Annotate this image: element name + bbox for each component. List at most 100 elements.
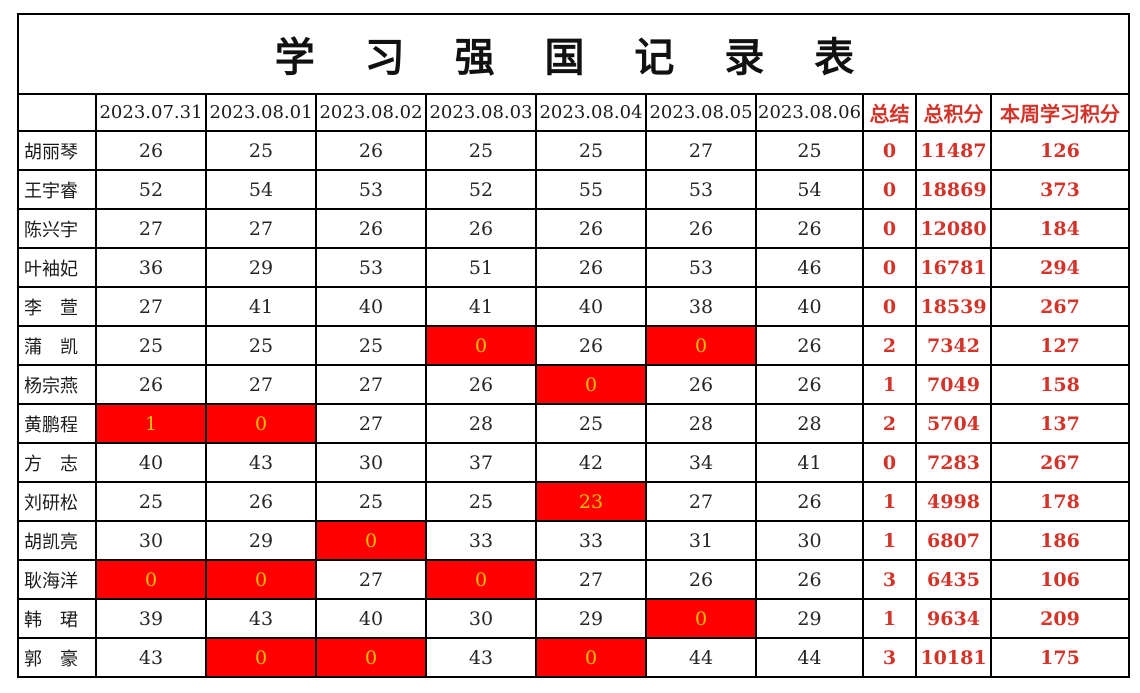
day-score-cell[interactable]: 26: [755, 481, 864, 522]
week-points-cell[interactable]: 184: [990, 208, 1130, 249]
name-cell[interactable]: 胡凯亮: [17, 520, 97, 561]
day-score-cell[interactable]: 29: [205, 247, 317, 288]
week-points-cell[interactable]: 373: [990, 169, 1130, 210]
day-score-cell[interactable]: 51: [425, 247, 537, 288]
column-header[interactable]: 本周学习积分: [990, 93, 1130, 132]
day-score-cell[interactable]: 26: [645, 559, 757, 600]
day-score-cell[interactable]: 0: [645, 325, 757, 366]
name-cell[interactable]: 郭 豪: [17, 637, 97, 678]
summary-cell[interactable]: 0: [862, 208, 917, 249]
name-cell[interactable]: 叶袖妃: [17, 247, 97, 288]
day-score-cell[interactable]: 25: [315, 481, 427, 522]
summary-cell[interactable]: 2: [862, 325, 917, 366]
day-score-cell[interactable]: 53: [315, 247, 427, 288]
day-score-cell[interactable]: 27: [205, 364, 317, 405]
day-score-cell[interactable]: 29: [755, 598, 864, 639]
summary-cell[interactable]: 0: [862, 130, 917, 171]
summary-cell[interactable]: 3: [862, 559, 917, 600]
day-score-cell[interactable]: 26: [755, 364, 864, 405]
day-score-cell[interactable]: 53: [645, 247, 757, 288]
day-score-cell[interactable]: 0: [205, 559, 317, 600]
day-score-cell[interactable]: 27: [315, 403, 427, 444]
name-cell[interactable]: 李 萱: [17, 286, 97, 327]
day-score-cell[interactable]: 54: [755, 169, 864, 210]
day-score-cell[interactable]: 29: [535, 598, 647, 639]
name-cell[interactable]: 刘研松: [17, 481, 97, 522]
day-score-cell[interactable]: 42: [535, 442, 647, 483]
day-score-cell[interactable]: 26: [425, 364, 537, 405]
summary-cell[interactable]: 0: [862, 169, 917, 210]
day-score-cell[interactable]: 0: [205, 403, 317, 444]
day-score-cell[interactable]: 33: [425, 520, 537, 561]
name-cell[interactable]: 胡丽琴: [17, 130, 97, 171]
day-score-cell[interactable]: 46: [755, 247, 864, 288]
day-score-cell[interactable]: 43: [205, 598, 317, 639]
total-points-cell[interactable]: 5704: [915, 403, 992, 444]
day-score-cell[interactable]: 43: [425, 637, 537, 678]
day-score-cell[interactable]: 26: [755, 208, 864, 249]
day-score-cell[interactable]: 27: [645, 130, 757, 171]
day-score-cell[interactable]: 23: [535, 481, 647, 522]
column-header[interactable]: 总积分: [915, 93, 992, 132]
summary-cell[interactable]: 0: [862, 286, 917, 327]
name-cell[interactable]: 耿海洋: [17, 559, 97, 600]
week-points-cell[interactable]: 209: [990, 598, 1130, 639]
day-score-cell[interactable]: 29: [205, 520, 317, 561]
day-score-cell[interactable]: 27: [95, 208, 207, 249]
day-score-cell[interactable]: 26: [755, 325, 864, 366]
day-score-cell[interactable]: 43: [95, 637, 207, 678]
day-score-cell[interactable]: 41: [425, 286, 537, 327]
day-score-cell[interactable]: 0: [425, 325, 537, 366]
day-score-cell[interactable]: 26: [645, 208, 757, 249]
day-score-cell[interactable]: 27: [315, 364, 427, 405]
day-score-cell[interactable]: 40: [315, 598, 427, 639]
column-header[interactable]: 2023.07.31: [95, 93, 207, 132]
day-score-cell[interactable]: 53: [645, 169, 757, 210]
column-header[interactable]: 总结: [862, 93, 917, 132]
day-score-cell[interactable]: 30: [95, 520, 207, 561]
total-points-cell[interactable]: 7283: [915, 442, 992, 483]
day-score-cell[interactable]: 52: [425, 169, 537, 210]
day-score-cell[interactable]: 36: [95, 247, 207, 288]
day-score-cell[interactable]: 28: [645, 403, 757, 444]
total-points-cell[interactable]: 18869: [915, 169, 992, 210]
day-score-cell[interactable]: 30: [755, 520, 864, 561]
day-score-cell[interactable]: 27: [205, 208, 317, 249]
week-points-cell[interactable]: 178: [990, 481, 1130, 522]
total-points-cell[interactable]: 9634: [915, 598, 992, 639]
day-score-cell[interactable]: 1: [95, 403, 207, 444]
day-score-cell[interactable]: 25: [755, 130, 864, 171]
day-score-cell[interactable]: 40: [535, 286, 647, 327]
day-score-cell[interactable]: 26: [535, 208, 647, 249]
summary-cell[interactable]: 1: [862, 598, 917, 639]
day-score-cell[interactable]: 26: [315, 208, 427, 249]
week-points-cell[interactable]: 127: [990, 325, 1130, 366]
total-points-cell[interactable]: 10181: [915, 637, 992, 678]
day-score-cell[interactable]: 26: [535, 247, 647, 288]
name-cell[interactable]: 王宇睿: [17, 169, 97, 210]
week-points-cell[interactable]: 126: [990, 130, 1130, 171]
day-score-cell[interactable]: 0: [425, 559, 537, 600]
name-cell[interactable]: 杨宗燕: [17, 364, 97, 405]
corner-header-cell[interactable]: [17, 93, 97, 132]
total-points-cell[interactable]: 18539: [915, 286, 992, 327]
day-score-cell[interactable]: 30: [315, 442, 427, 483]
summary-cell[interactable]: 1: [862, 364, 917, 405]
column-header[interactable]: 2023.08.03: [425, 93, 537, 132]
summary-cell[interactable]: 3: [862, 637, 917, 678]
day-score-cell[interactable]: 25: [425, 481, 537, 522]
day-score-cell[interactable]: 33: [535, 520, 647, 561]
week-points-cell[interactable]: 186: [990, 520, 1130, 561]
week-points-cell[interactable]: 106: [990, 559, 1130, 600]
day-score-cell[interactable]: 53: [315, 169, 427, 210]
column-header[interactable]: 2023.08.04: [535, 93, 647, 132]
day-score-cell[interactable]: 25: [535, 403, 647, 444]
name-cell[interactable]: 韩 珺: [17, 598, 97, 639]
total-points-cell[interactable]: 12080: [915, 208, 992, 249]
total-points-cell[interactable]: 6807: [915, 520, 992, 561]
name-cell[interactable]: 黄鹏程: [17, 403, 97, 444]
day-score-cell[interactable]: 30: [425, 598, 537, 639]
column-header[interactable]: 2023.08.02: [315, 93, 427, 132]
day-score-cell[interactable]: 0: [95, 559, 207, 600]
total-points-cell[interactable]: 16781: [915, 247, 992, 288]
